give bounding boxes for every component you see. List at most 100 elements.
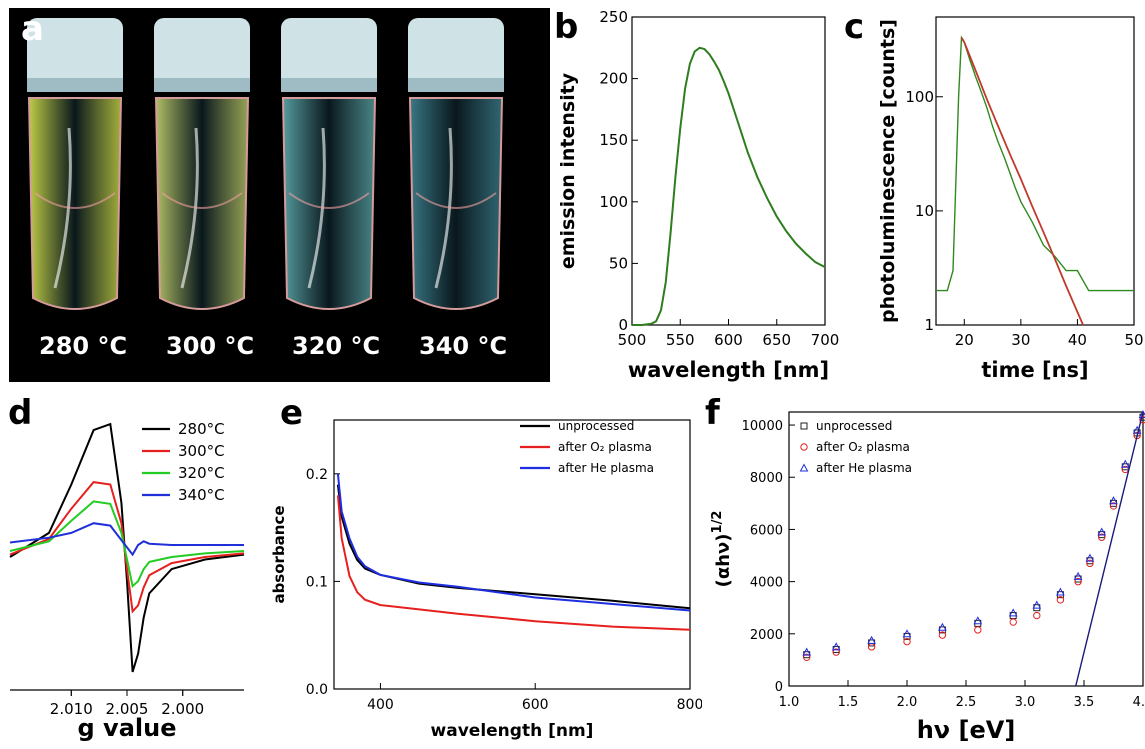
tauc-point xyxy=(973,616,983,625)
y-tick-label: 50 xyxy=(609,254,628,272)
y-tick-label: 10 xyxy=(915,202,934,220)
x-tick-label: 2.5 xyxy=(956,695,977,710)
tauc-point xyxy=(832,648,840,656)
y-tick-label: 8000 xyxy=(750,471,783,486)
x-tick-label: 1.5 xyxy=(838,695,859,710)
vial-cap xyxy=(27,18,123,88)
tauc-point xyxy=(831,642,841,651)
vial-cap-rim xyxy=(154,78,250,92)
panel-label-f: f xyxy=(705,393,720,433)
tauc-point xyxy=(1073,571,1083,580)
y-tick-label: 100 xyxy=(905,88,934,106)
plot-frame xyxy=(333,419,691,690)
tauc-point xyxy=(1120,459,1130,468)
legend-label: 300°C xyxy=(178,442,225,460)
x-tick-label: 50 xyxy=(1124,331,1143,349)
y-tick-label: 4000 xyxy=(750,576,783,591)
vial-cap-rim xyxy=(281,78,377,92)
tauc-point xyxy=(1008,608,1018,617)
x-tick-label: 500 xyxy=(618,331,647,349)
tauc-fit-line xyxy=(1075,411,1144,687)
x-tick-label: 20 xyxy=(955,331,974,349)
tauc-plot-chart: 1.0 1.5 2.0 2.5 3.0 3.5 4.0 0 2000 4000 6000 8000 10… xyxy=(710,410,1145,744)
pl-decay-chart: 20 30 40 50 1 10 100 time [ns] photoluminescence… xyxy=(877,16,1144,382)
epr-series-line xyxy=(9,481,245,614)
vials-illustration xyxy=(27,18,504,310)
vial-meniscus xyxy=(161,192,243,209)
tauc-point xyxy=(1056,587,1065,596)
tauc-point xyxy=(1009,618,1017,626)
tauc-point xyxy=(1086,559,1094,568)
x-tick-label: 800 xyxy=(677,697,702,713)
emission-series-line xyxy=(632,46,826,326)
legend-marker xyxy=(800,422,808,430)
panel-label-d: d xyxy=(8,393,33,433)
epr-series-line xyxy=(9,422,245,673)
vial-body xyxy=(408,97,504,310)
tauc-point xyxy=(1109,502,1118,510)
vial-body xyxy=(281,97,377,310)
vials-photo: a 280 °C 300 °C 320 °C 340 °C xyxy=(9,8,550,382)
tauc-point xyxy=(1098,533,1106,541)
panel-label-a: a xyxy=(21,9,44,49)
tauc-point xyxy=(938,631,947,639)
pl-fit-line xyxy=(960,37,1084,326)
panel-label-e: e xyxy=(280,393,304,433)
tauc-point xyxy=(938,622,947,631)
absorbance-series-line xyxy=(336,484,691,610)
legend-marker xyxy=(799,463,809,472)
vial-meniscus xyxy=(288,192,370,209)
tauc-point xyxy=(802,647,812,656)
absorbance-series-line xyxy=(336,495,691,631)
legend-marker xyxy=(800,443,808,451)
x-tick-label: 3.0 xyxy=(1015,695,1036,710)
emission-spectrum-chart: 500 550 600 650 700 0 50 100 150 200 250 wavelength… xyxy=(557,8,840,382)
x-tick-label: 650 xyxy=(762,331,791,349)
vial-cap-rim xyxy=(408,78,504,92)
vial-cap xyxy=(408,18,504,88)
temp-label-300: 300 °C xyxy=(166,332,255,360)
y-axis-label: photoluminescence [counts] xyxy=(877,19,899,323)
y-axis-label: absorbance xyxy=(270,505,288,603)
y-tick-label: 100 xyxy=(599,193,628,211)
tauc-point xyxy=(1085,553,1095,562)
legend-label: after O₂ plasma xyxy=(816,440,910,454)
vial-cap xyxy=(281,18,377,88)
absorbance-series-line xyxy=(336,473,691,612)
y-axis-label-main: (αhν) xyxy=(713,533,734,587)
tauc-point xyxy=(903,637,911,646)
y-tick-label: 1 xyxy=(924,316,934,334)
temp-label-340: 340 °C xyxy=(419,332,508,360)
tauc-point xyxy=(1097,527,1107,536)
legend-label: 340°C xyxy=(178,486,225,504)
vial-cap xyxy=(154,18,250,88)
pl-data-line xyxy=(936,35,1134,292)
y-tick-label: 150 xyxy=(599,131,628,149)
y-tick-label: 0 xyxy=(618,316,628,334)
y-tick-label: 0.2 xyxy=(306,467,328,483)
vial xyxy=(27,18,123,310)
temp-label-320: 320 °C xyxy=(292,332,381,360)
y-tick-label: 0 xyxy=(775,680,783,695)
x-tick-label: 3.5 xyxy=(1074,695,1095,710)
y-tick-label: 200 xyxy=(599,70,628,88)
temp-label-280: 280 °C xyxy=(39,332,128,360)
vial-body xyxy=(27,97,123,310)
legend-label: unprocessed xyxy=(816,419,892,433)
x-tick-label: 600 xyxy=(714,331,743,349)
panel-label-c: c xyxy=(844,7,865,47)
vial xyxy=(154,18,250,310)
epr-spectrum-chart: 2.010 2.005 2.000 280°C 300°C 320°C 340°C g val… xyxy=(9,420,245,742)
x-tick-label: 30 xyxy=(1011,331,1030,349)
y-tick-label: 6000 xyxy=(750,523,783,538)
tauc-point xyxy=(1032,600,1042,609)
legend-label: 320°C xyxy=(178,464,225,482)
x-axis-label: wavelength [nm] xyxy=(431,721,594,741)
legend-label: 280°C xyxy=(178,420,225,438)
tauc-point xyxy=(1033,611,1041,620)
vial xyxy=(408,18,504,310)
legend-label: after O₂ plasma xyxy=(558,440,652,454)
plot-frame xyxy=(935,16,1135,326)
vial-meniscus xyxy=(34,192,116,209)
x-tick-label: 700 xyxy=(811,331,840,349)
